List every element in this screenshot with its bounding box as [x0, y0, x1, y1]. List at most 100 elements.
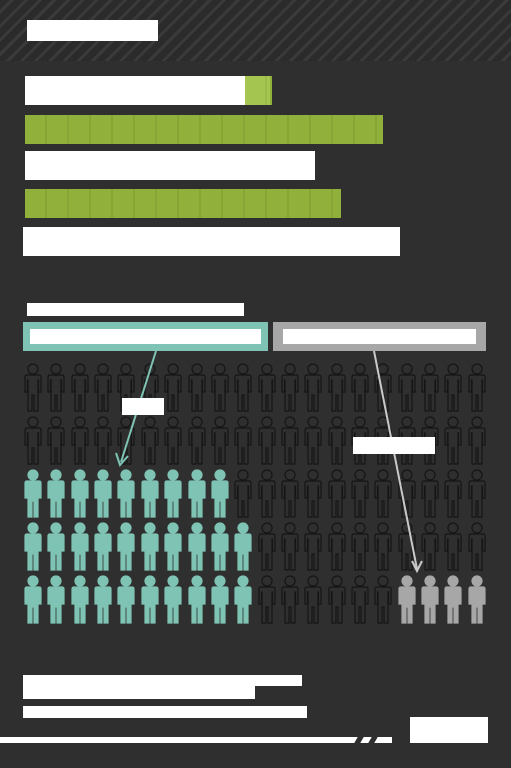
person-icon [47, 469, 65, 518]
header-tag [27, 20, 158, 41]
person-icon [421, 469, 439, 518]
headline-accent-1 [245, 76, 272, 105]
person-icon [304, 522, 322, 571]
figure-row [22, 522, 488, 572]
person-icon [24, 522, 42, 571]
publisher-logo [410, 717, 488, 743]
legend-right-label [283, 329, 476, 344]
person-icon [444, 416, 463, 465]
person-icon [281, 416, 299, 465]
person-icon [47, 522, 65, 571]
person-icon [444, 575, 463, 624]
callout-right [353, 437, 435, 454]
person-icon [398, 575, 416, 624]
person-icon [374, 522, 392, 571]
person-icon [211, 575, 229, 624]
person-icon [24, 469, 42, 518]
person-icon [94, 469, 112, 518]
person-icon [211, 416, 229, 465]
person-icon [281, 575, 299, 624]
person-icon [281, 363, 299, 412]
headline-line-5 [23, 227, 400, 256]
person-icon [328, 522, 346, 571]
callout-left [122, 398, 164, 415]
person-icon [351, 575, 369, 624]
person-icon [444, 469, 463, 518]
legend-left-label [30, 329, 261, 344]
person-icon [304, 469, 322, 518]
person-icon [234, 416, 252, 465]
person-icon [328, 469, 346, 518]
person-icon [187, 522, 206, 571]
person-icon [47, 575, 65, 624]
person-icon [24, 363, 42, 412]
person-icon [94, 522, 112, 571]
person-icon [468, 522, 486, 571]
person-icon [234, 522, 252, 571]
footer-source-2 [23, 686, 255, 699]
person-icon [141, 416, 159, 465]
person-icon [234, 363, 252, 412]
person-icon [24, 416, 42, 465]
person-icon [257, 363, 276, 412]
person-icon [164, 363, 182, 412]
chart-subtitle [27, 303, 244, 316]
person-icon [71, 469, 89, 518]
footer-note [23, 706, 307, 718]
person-icon [257, 416, 276, 465]
person-icon [421, 575, 439, 624]
person-icon [117, 416, 136, 465]
person-icon [468, 575, 486, 624]
headline-line-4 [25, 189, 341, 218]
person-icon [257, 575, 276, 624]
person-icon [141, 469, 159, 518]
person-icon [94, 416, 112, 465]
headline-line-1 [25, 76, 270, 105]
person-icon [374, 469, 392, 518]
person-icon [351, 363, 369, 412]
person-icon [304, 363, 322, 412]
person-icon [444, 363, 463, 412]
headline-line-2 [25, 115, 383, 144]
person-icon [71, 416, 89, 465]
person-icon [164, 522, 182, 571]
figure-row [22, 575, 488, 625]
person-icon [234, 469, 252, 518]
person-icon [421, 522, 439, 571]
person-icon [398, 522, 416, 571]
person-icon [211, 469, 229, 518]
person-icon [71, 575, 89, 624]
person-icon [141, 522, 159, 571]
headline-line-3 [25, 151, 315, 180]
person-icon [187, 575, 206, 624]
person-icon [281, 469, 299, 518]
person-icon [187, 416, 206, 465]
person-icon [164, 575, 182, 624]
person-icon [24, 575, 42, 624]
person-icon [164, 469, 182, 518]
person-icon [257, 469, 276, 518]
person-icon [257, 522, 276, 571]
person-icon [328, 575, 346, 624]
person-icon [468, 416, 486, 465]
person-icon [47, 363, 65, 412]
person-icon [141, 575, 159, 624]
people-grid [22, 363, 488, 628]
person-icon [234, 575, 252, 624]
person-icon [71, 363, 89, 412]
person-icon [94, 575, 112, 624]
person-icon [444, 522, 463, 571]
person-icon [328, 416, 346, 465]
figure-row [22, 469, 488, 519]
figure-row [22, 363, 488, 413]
person-icon [117, 575, 136, 624]
person-icon [421, 363, 439, 412]
person-icon [374, 575, 392, 624]
person-icon [117, 522, 136, 571]
footer-rule [0, 737, 392, 743]
person-icon [211, 363, 229, 412]
legend-left [23, 322, 268, 351]
person-icon [468, 469, 486, 518]
person-icon [328, 363, 346, 412]
person-icon [398, 363, 416, 412]
